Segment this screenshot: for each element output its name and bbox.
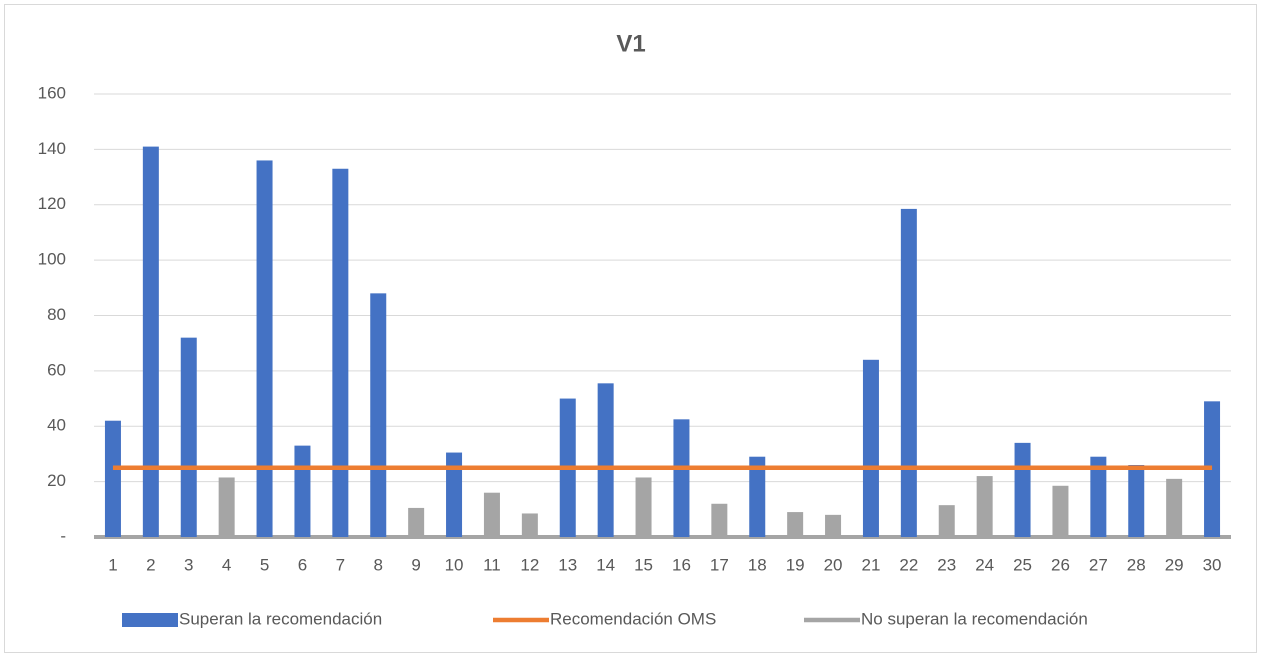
- legend-label: Superan la recomendación: [179, 609, 382, 628]
- y-tick-label: 40: [47, 416, 66, 435]
- y-tick-label: 80: [47, 305, 66, 324]
- x-tick-label: 4: [222, 555, 231, 574]
- x-tick-label: 22: [899, 555, 918, 574]
- y-tick-label: 120: [38, 194, 66, 213]
- x-tick-label: 19: [786, 555, 805, 574]
- bar: [521, 513, 538, 537]
- bar: [938, 505, 955, 537]
- legend-swatch: [122, 613, 178, 627]
- bar: [825, 514, 842, 537]
- legend-label: Recomendación OMS: [550, 609, 716, 628]
- x-tick-label: 2: [146, 555, 155, 574]
- bar: [294, 445, 311, 537]
- x-tick-label: 20: [824, 555, 843, 574]
- y-tick-label: 100: [38, 250, 66, 269]
- bar: [104, 420, 121, 537]
- x-tick-label: 6: [298, 555, 307, 574]
- bar: [787, 512, 804, 537]
- x-tick-label: 28: [1127, 555, 1146, 574]
- bar: [976, 476, 993, 537]
- x-tick-label: 17: [710, 555, 729, 574]
- bar: [900, 208, 917, 537]
- bar: [408, 507, 425, 537]
- x-tick-label: 10: [445, 555, 464, 574]
- x-tick-label: 11: [483, 555, 501, 574]
- x-tick-label: 21: [861, 555, 880, 574]
- bar: [370, 293, 387, 537]
- bar: [180, 337, 197, 537]
- bar: [1014, 442, 1031, 537]
- chart-title: V1: [616, 30, 645, 57]
- x-tick-label: 9: [411, 555, 420, 574]
- x-tick-label: 25: [1013, 555, 1032, 574]
- bar: [483, 492, 500, 537]
- bar: [1052, 485, 1069, 537]
- bar: [673, 419, 690, 537]
- bar: [711, 503, 728, 537]
- chart-border: [4, 4, 1257, 653]
- bar: [332, 168, 349, 537]
- bar: [1090, 456, 1107, 537]
- x-tick-label: 29: [1165, 555, 1184, 574]
- x-tick-label: 3: [184, 555, 193, 574]
- x-tick-label: 14: [596, 555, 615, 574]
- x-tick-label: 7: [336, 555, 345, 574]
- bar: [446, 452, 463, 537]
- bar: [1128, 465, 1145, 537]
- x-tick-label: 5: [260, 555, 269, 574]
- x-tick-label: 1: [108, 555, 117, 574]
- y-tick-label: 140: [38, 139, 66, 158]
- bar: [597, 383, 614, 537]
- x-tick-label: 15: [634, 555, 653, 574]
- bar: [862, 359, 879, 537]
- x-tick-label: 18: [748, 555, 767, 574]
- bar: [749, 456, 766, 537]
- x-tick-label: 8: [374, 555, 383, 574]
- x-tick-label: 16: [672, 555, 691, 574]
- legend-label: No superan la recomendación: [861, 609, 1088, 628]
- y-tick-label: 60: [47, 360, 66, 379]
- x-tick-label: 27: [1089, 555, 1108, 574]
- bar: [1166, 478, 1183, 537]
- bar: [256, 160, 273, 537]
- x-tick-label: 26: [1051, 555, 1070, 574]
- x-tick-label: 13: [558, 555, 577, 574]
- x-tick-label: 24: [975, 555, 994, 574]
- y-tick-label: 20: [47, 471, 66, 490]
- bar: [635, 477, 652, 537]
- x-tick-label: 12: [520, 555, 539, 574]
- x-tick-label: 23: [937, 555, 956, 574]
- bar: [218, 477, 235, 537]
- x-tick-label: 30: [1203, 555, 1222, 574]
- y-tick-label: 160: [38, 83, 66, 102]
- y-tick-label: -: [60, 526, 66, 545]
- bar: [142, 146, 159, 537]
